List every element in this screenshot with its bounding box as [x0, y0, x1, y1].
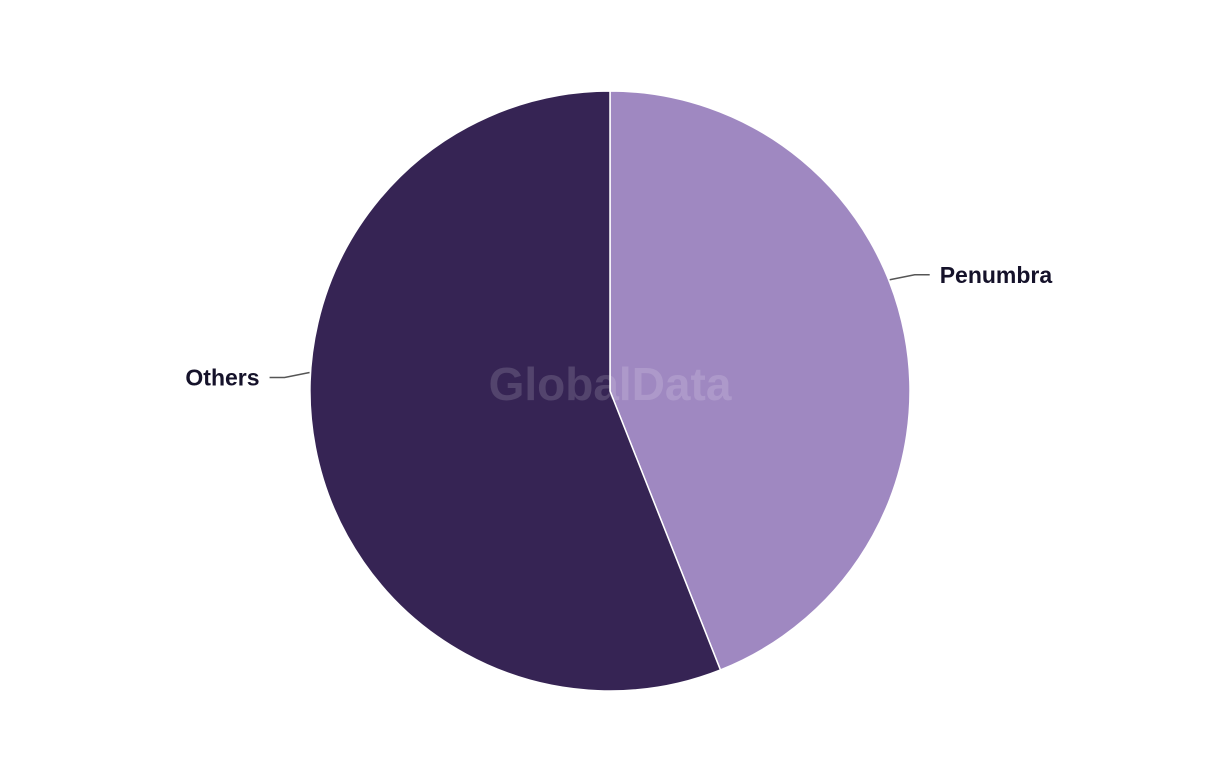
leader-line — [269, 371, 310, 379]
pie-slice-others — [309, 90, 722, 692]
leader-line — [889, 274, 930, 281]
slice-label: Others — [185, 364, 259, 390]
slice-label: Penumbra — [940, 262, 1053, 288]
watermark: GlobalData — [489, 358, 732, 410]
pie-slice-penumbra — [609, 90, 911, 671]
